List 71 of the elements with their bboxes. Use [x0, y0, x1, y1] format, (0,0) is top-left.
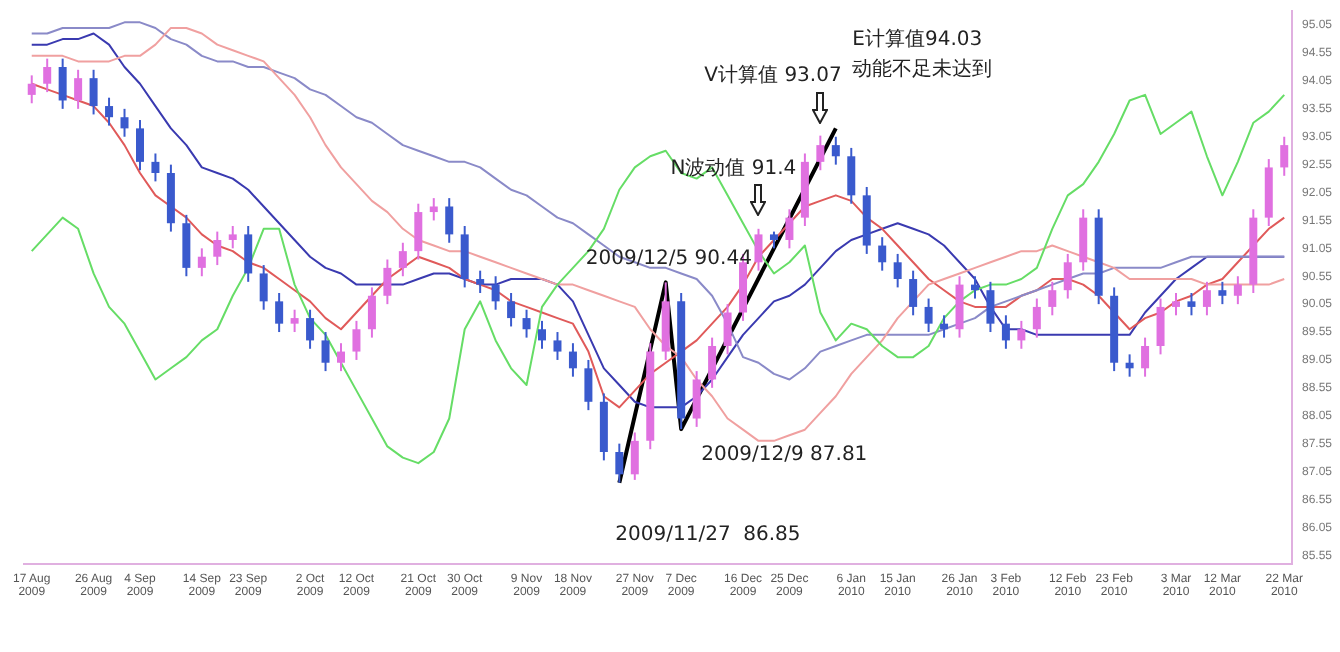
- annotation: 2009/12/9 87.81: [701, 444, 868, 467]
- candlestick: [538, 319, 547, 350]
- candlestick: [584, 358, 593, 412]
- annotation: E计算值94.03: [852, 26, 983, 51]
- candlestick: [986, 280, 995, 334]
- candlestick: [445, 197, 454, 244]
- candlestick: [754, 227, 763, 272]
- candlestick: [290, 308, 299, 334]
- candlestick: [1233, 275, 1242, 306]
- candlestick: [228, 225, 237, 250]
- candlestick: [816, 134, 825, 172]
- candlestick: [476, 269, 485, 294]
- candlestick: [58, 57, 67, 110]
- candlestick: [383, 258, 392, 306]
- candlestick: [120, 107, 129, 138]
- candlestick: [429, 197, 438, 222]
- candlestick: [151, 152, 160, 183]
- candlestick: [1172, 291, 1180, 317]
- candlestick: [630, 431, 639, 481]
- candlestick: [831, 135, 840, 166]
- candlestick: [1218, 280, 1227, 306]
- candlestick: [785, 208, 794, 250]
- candlestick: [924, 297, 933, 334]
- candlestick: [1156, 297, 1165, 356]
- candlestick: [306, 308, 315, 350]
- candlestick: [708, 336, 717, 389]
- candlestick: [847, 146, 856, 205]
- annotation: 动能不足未达到: [852, 56, 993, 81]
- candlestick: [213, 230, 222, 267]
- candlestick: [553, 331, 562, 361]
- candlestick: [522, 308, 531, 339]
- candlestick: [1048, 280, 1057, 317]
- candlestick: [568, 342, 577, 378]
- candlestick: [135, 119, 144, 172]
- candlestick: [367, 286, 376, 339]
- candlestick: [491, 275, 500, 311]
- candlestick: [893, 252, 902, 289]
- candlestick: [352, 319, 361, 361]
- candlestick: [1141, 336, 1150, 378]
- candlestick: [1032, 297, 1041, 339]
- candlestick: [244, 225, 253, 283]
- candlestick: [259, 264, 268, 311]
- candlestick: [74, 68, 83, 110]
- candlestick: [105, 96, 114, 127]
- candlestick: [43, 57, 52, 94]
- candlestick: [321, 331, 330, 373]
- candlestick: [275, 291, 284, 334]
- candlestick: [336, 342, 345, 373]
- candlestick: [615, 442, 624, 484]
- annotation: V计算值 93.07: [704, 62, 842, 87]
- candlestick: [955, 275, 964, 339]
- candlestick: [1280, 135, 1289, 177]
- candlestick: [182, 213, 191, 278]
- candlestick: [909, 269, 918, 317]
- candlestick: [878, 236, 887, 272]
- candlestick: [507, 291, 516, 328]
- candlestick: [414, 202, 423, 261]
- annotation: 2009/11/27 86.85: [615, 523, 801, 546]
- candlestick: [1063, 252, 1072, 300]
- candlestick: [1017, 319, 1026, 350]
- candlestick: [398, 241, 407, 278]
- candlestick: [89, 68, 98, 116]
- candlestick: [723, 303, 732, 356]
- candlestick: [1202, 280, 1211, 317]
- candlestick: [692, 370, 701, 428]
- candlestick: [197, 247, 206, 278]
- candlestick: [1187, 291, 1196, 317]
- candlestick: [27, 74, 36, 105]
- candlestick: [460, 225, 469, 289]
- candlestick: [1001, 314, 1010, 350]
- candlestick: [1079, 208, 1088, 272]
